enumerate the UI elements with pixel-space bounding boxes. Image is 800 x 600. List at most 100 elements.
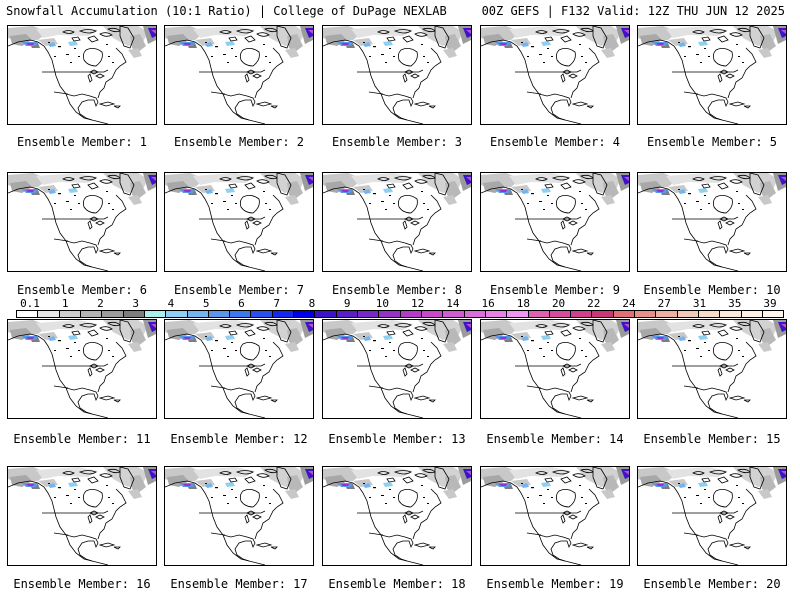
coastlines bbox=[481, 26, 608, 124]
ensemble-member-label: Ensemble Member: 14 bbox=[486, 432, 624, 446]
ensemble-map-panel bbox=[637, 319, 787, 419]
lakes bbox=[521, 483, 587, 504]
snowfall-shading bbox=[8, 467, 156, 499]
colorbar-segment bbox=[720, 311, 742, 317]
coastlines bbox=[481, 467, 608, 565]
colorbar-segment bbox=[464, 311, 486, 317]
coastlines bbox=[323, 320, 450, 418]
ensemble-member-label: Ensemble Member: 6 bbox=[16, 283, 148, 297]
coastlines bbox=[8, 467, 135, 565]
ensemble-member-label: Ensemble Member: 13 bbox=[328, 432, 466, 446]
lakes bbox=[48, 42, 114, 63]
ensemble-member-label: Ensemble Member: 18 bbox=[328, 577, 466, 591]
ensemble-member-label: Ensemble Member: 19 bbox=[486, 577, 624, 591]
lakes bbox=[205, 336, 271, 357]
ensemble-map-panel bbox=[480, 25, 630, 125]
coastlines bbox=[165, 320, 292, 418]
colorbar-tick-label: 12 bbox=[410, 297, 425, 310]
snowfall-shading bbox=[638, 173, 786, 205]
map-title: Snowfall Accumulation (10:1 Ratio) | Col… bbox=[6, 4, 447, 18]
ensemble-map-panel bbox=[322, 466, 472, 566]
colorbar-tick-label: 4 bbox=[167, 297, 175, 310]
colorbar-tick-label: 1 bbox=[61, 297, 69, 310]
colorbar-segment bbox=[123, 311, 145, 317]
lakes bbox=[205, 42, 271, 63]
coastlines bbox=[638, 320, 765, 418]
ensemble-map-panel bbox=[164, 466, 314, 566]
valid-time-label: 00Z GEFS | F132 Valid: 12Z THU JUN 12 20… bbox=[481, 4, 785, 18]
ensemble-map-panel bbox=[164, 319, 314, 419]
snowfall-shading bbox=[323, 173, 471, 205]
colorbar-segment bbox=[656, 311, 678, 317]
colorbar-segment bbox=[208, 311, 231, 317]
lakes bbox=[678, 483, 744, 504]
ensemble-member-label: Ensemble Member: 5 bbox=[646, 135, 778, 149]
coastlines bbox=[165, 26, 292, 124]
lakes bbox=[363, 483, 429, 504]
ensemble-map-panel bbox=[480, 466, 630, 566]
colorbar-segment bbox=[379, 311, 401, 317]
coastlines bbox=[323, 173, 450, 271]
lakes bbox=[521, 42, 587, 63]
snowfall-shading bbox=[638, 467, 786, 499]
lakes bbox=[363, 42, 429, 63]
ensemble-map-panel bbox=[7, 466, 157, 566]
ensemble-member-label: Ensemble Member: 8 bbox=[331, 283, 463, 297]
ensemble-member-label: Ensemble Member: 16 bbox=[13, 577, 151, 591]
colorbar-segment bbox=[549, 311, 572, 317]
lakes bbox=[48, 336, 114, 357]
lakes bbox=[363, 336, 429, 357]
snowfall-shading bbox=[165, 320, 313, 352]
colorbar-segment bbox=[485, 311, 508, 317]
ensemble-map-panel bbox=[637, 466, 787, 566]
colorbar-segment bbox=[336, 311, 358, 317]
colorbar-segment bbox=[144, 311, 167, 317]
coastlines bbox=[638, 173, 765, 271]
coastlines bbox=[8, 173, 135, 271]
ensemble-member-label: Ensemble Member: 1 bbox=[16, 135, 148, 149]
colorbar-tick-label: 22 bbox=[587, 297, 601, 310]
coastlines bbox=[8, 26, 135, 124]
colorbar-segment bbox=[102, 311, 124, 317]
colorbar-tick-label: 10 bbox=[375, 297, 389, 310]
colorbar-segment bbox=[166, 311, 188, 317]
snowfall-shading bbox=[165, 26, 313, 58]
colorbar-tick-label: 0.1 bbox=[20, 297, 40, 310]
snowfall-shading bbox=[481, 26, 629, 58]
ensemble-map-panel bbox=[7, 25, 157, 125]
ensemble-member-label: Ensemble Member: 3 bbox=[331, 135, 463, 149]
colorbar-tick-label: 27 bbox=[657, 297, 671, 310]
colorbar-segment bbox=[294, 311, 316, 317]
colorbar-segment bbox=[17, 311, 39, 317]
ensemble-member-label: Ensemble Member: 20 bbox=[643, 577, 781, 591]
colorbar-tick-label: 18 bbox=[516, 297, 530, 310]
snowfall-shading bbox=[8, 26, 156, 58]
colorbar-segment bbox=[272, 311, 295, 317]
colorbar-segment bbox=[358, 311, 380, 317]
snowfall-shading bbox=[481, 320, 629, 352]
snowfall-shading bbox=[481, 467, 629, 499]
coastlines bbox=[323, 26, 450, 124]
snowfall-shading bbox=[165, 467, 313, 499]
colorbar-segment bbox=[571, 311, 593, 317]
ensemble-map-panel bbox=[7, 319, 157, 419]
ensemble-map-panel bbox=[322, 172, 472, 272]
colorbar-segment bbox=[187, 311, 209, 317]
ensemble-map-panel bbox=[164, 172, 314, 272]
colorbar-segment bbox=[59, 311, 81, 317]
colorbar-segment bbox=[635, 311, 657, 317]
ensemble-member-label: Ensemble Member: 15 bbox=[643, 432, 781, 446]
colorbar-tick-label: 31 bbox=[692, 297, 707, 310]
ensemble-map-panel bbox=[480, 172, 630, 272]
snowfall-shading bbox=[638, 26, 786, 58]
coastlines bbox=[165, 173, 292, 271]
colorbar-labels: 0.1 1 2 3 4 5 6 7 8 9 10 12 14 16 18 20 22 24 27 31 35 39 bbox=[16, 297, 784, 310]
snowfall-shading bbox=[8, 320, 156, 352]
ensemble-member-label: Ensemble Member: 2 bbox=[173, 135, 305, 149]
snowfall-shading bbox=[8, 173, 156, 205]
coastlines bbox=[481, 320, 608, 418]
colorbar-segment bbox=[592, 311, 614, 317]
lakes bbox=[678, 189, 744, 210]
colorbar-tick-label: 39 bbox=[763, 297, 777, 310]
snowfall-shading bbox=[481, 173, 629, 205]
